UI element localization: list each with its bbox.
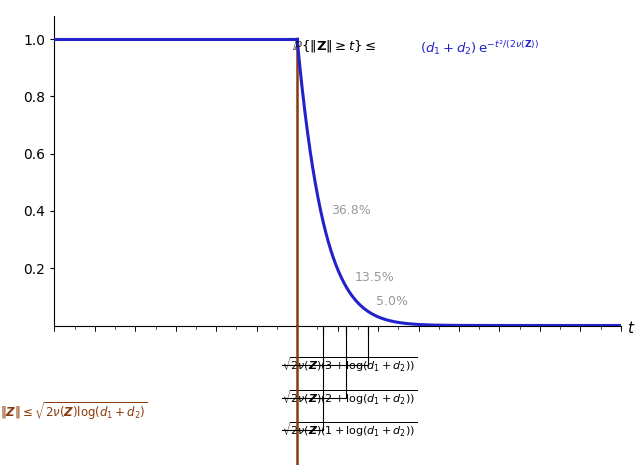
Text: 36.8%: 36.8% [331, 204, 371, 217]
Text: $t$: $t$ [627, 320, 636, 336]
Text: $\mathbb{P}\{\|\mathbf{Z}\| \geq t\} \leq$: $\mathbb{P}\{\|\mathbf{Z}\| \geq t\} \le… [292, 38, 377, 54]
Text: $\sqrt{2\nu(\boldsymbol{Z})(1+\log(d_1+d_2))}$: $\sqrt{2\nu(\boldsymbol{Z})(1+\log(d_1+d… [282, 421, 417, 439]
Text: $(d_1 + d_2)\,\mathrm{e}^{-t^2/(2\nu(\mathbf{Z}))}$: $(d_1 + d_2)\,\mathrm{e}^{-t^2/(2\nu(\ma… [420, 38, 539, 57]
Text: 13.5%: 13.5% [354, 271, 394, 284]
Text: 5.0%: 5.0% [376, 295, 408, 308]
Text: $\sqrt{2\nu(\boldsymbol{Z})(2+\log(d_1+d_2))}$: $\sqrt{2\nu(\boldsymbol{Z})(2+\log(d_1+d… [282, 388, 417, 407]
Text: $\sqrt{2\nu(\boldsymbol{Z})(3+\log(d_1+d_2))}$: $\sqrt{2\nu(\boldsymbol{Z})(3+\log(d_1+d… [282, 356, 417, 374]
Text: $\|\boldsymbol{Z}\| \leq \sqrt{2\nu(\boldsymbol{Z})\log(d_1+d_2)}$: $\|\boldsymbol{Z}\| \leq \sqrt{2\nu(\bol… [0, 401, 148, 422]
